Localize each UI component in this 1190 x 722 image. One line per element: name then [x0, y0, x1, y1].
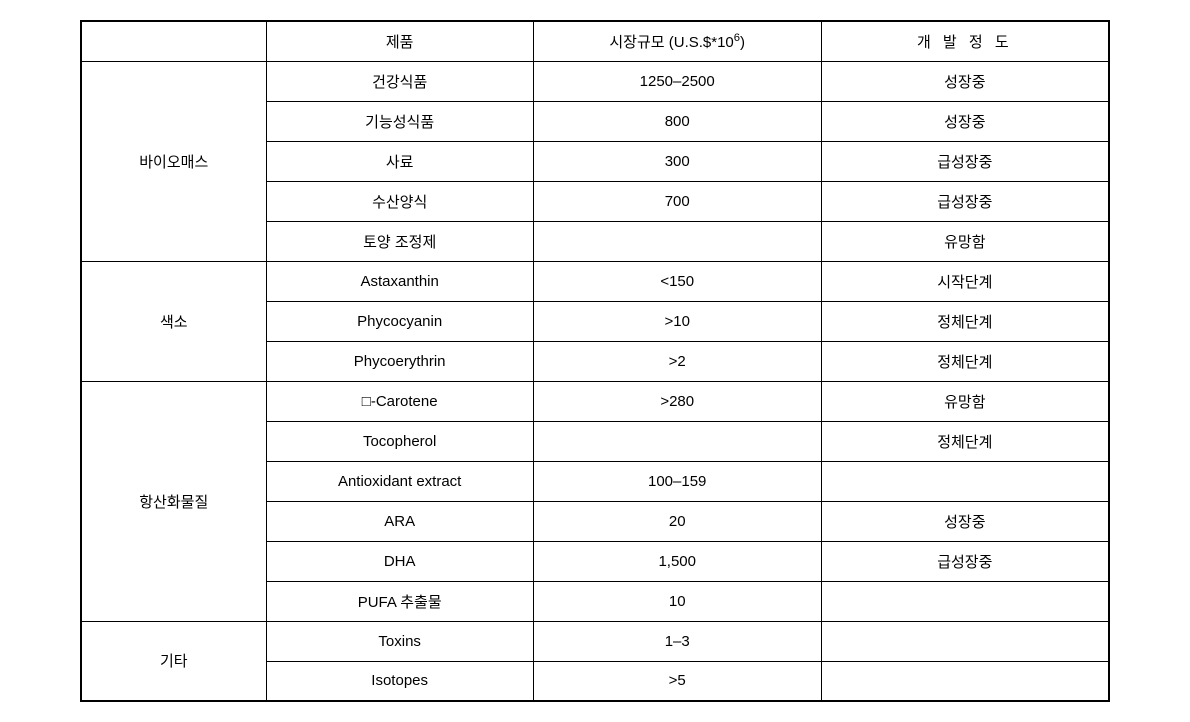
- table-row: 바이오매스건강식품1250–2500성장중: [81, 61, 1109, 101]
- header-market-suffix: ): [740, 34, 745, 51]
- header-market-prefix: 시장규모 (U.S.$*10: [609, 34, 733, 51]
- product-cell: Phycoerythrin: [266, 341, 533, 381]
- market-cell: 1–3: [533, 621, 821, 661]
- category-cell: 항산화물질: [81, 381, 266, 621]
- header-development: 개 발 정 도: [821, 21, 1109, 61]
- product-cell: 기능성식품: [266, 101, 533, 141]
- product-cell: 토양 조정제: [266, 221, 533, 261]
- development-cell: 시작단계: [821, 261, 1109, 301]
- development-cell: 성장중: [821, 61, 1109, 101]
- market-cell: 20: [533, 501, 821, 541]
- development-cell: 성장중: [821, 101, 1109, 141]
- development-cell: [821, 661, 1109, 701]
- development-cell: [821, 621, 1109, 661]
- market-cell: >2: [533, 341, 821, 381]
- product-cell: DHA: [266, 541, 533, 581]
- market-cell: 700: [533, 181, 821, 221]
- header-product: 제품: [266, 21, 533, 61]
- product-cell: 사료: [266, 141, 533, 181]
- development-cell: 성장중: [821, 501, 1109, 541]
- product-cell: Phycocyanin: [266, 301, 533, 341]
- header-row: 제품 시장규모 (U.S.$*106) 개 발 정 도: [81, 21, 1109, 61]
- product-cell: 수산양식: [266, 181, 533, 221]
- market-cell: 800: [533, 101, 821, 141]
- development-cell: 정체단계: [821, 421, 1109, 461]
- market-cell: >10: [533, 301, 821, 341]
- table-row: 색소Astaxanthin<150시작단계: [81, 261, 1109, 301]
- table-body: 바이오매스건강식품1250–2500성장중기능성식품800성장중사료300급성장…: [81, 61, 1109, 701]
- product-cell: Astaxanthin: [266, 261, 533, 301]
- product-cell: 건강식품: [266, 61, 533, 101]
- development-cell: 급성장중: [821, 541, 1109, 581]
- development-cell: 정체단계: [821, 341, 1109, 381]
- development-cell: [821, 461, 1109, 501]
- table-row: 기타Toxins1–3: [81, 621, 1109, 661]
- product-cell: Toxins: [266, 621, 533, 661]
- market-cell: 100–159: [533, 461, 821, 501]
- development-cell: 급성장중: [821, 141, 1109, 181]
- market-cell: 300: [533, 141, 821, 181]
- market-cell: 10: [533, 581, 821, 621]
- product-cell: Antioxidant extract: [266, 461, 533, 501]
- market-cell: 1,500: [533, 541, 821, 581]
- market-cell: >280: [533, 381, 821, 421]
- market-cell: [533, 221, 821, 261]
- market-cell: 1250–2500: [533, 61, 821, 101]
- development-cell: 정체단계: [821, 301, 1109, 341]
- category-cell: 기타: [81, 621, 266, 701]
- header-category: [81, 21, 266, 61]
- market-cell: >5: [533, 661, 821, 701]
- development-cell: 급성장중: [821, 181, 1109, 221]
- market-table: 제품 시장규모 (U.S.$*106) 개 발 정 도 바이오매스건강식품125…: [80, 20, 1110, 702]
- product-cell: Tocopherol: [266, 421, 533, 461]
- category-cell: 바이오매스: [81, 61, 266, 261]
- category-cell: 색소: [81, 261, 266, 381]
- market-cell: <150: [533, 261, 821, 301]
- product-cell: □-Carotene: [266, 381, 533, 421]
- header-market: 시장규모 (U.S.$*106): [533, 21, 821, 61]
- product-cell: PUFA 추출물: [266, 581, 533, 621]
- development-cell: 유망함: [821, 221, 1109, 261]
- development-cell: [821, 581, 1109, 621]
- market-cell: [533, 421, 821, 461]
- product-cell: Isotopes: [266, 661, 533, 701]
- product-cell: ARA: [266, 501, 533, 541]
- development-cell: 유망함: [821, 381, 1109, 421]
- table-row: 항산화물질□-Carotene>280유망함: [81, 381, 1109, 421]
